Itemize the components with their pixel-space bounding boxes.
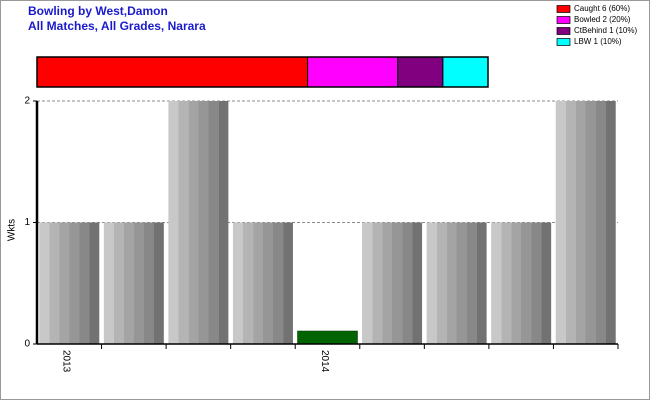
y-axis-label: Wkts [7, 219, 18, 241]
bar [555, 101, 616, 344]
legend-label: LBW 1 (10%) [574, 37, 622, 46]
bar [103, 222, 164, 344]
bar [426, 222, 487, 344]
legend-label: Caught 6 (60%) [574, 4, 630, 13]
share-segment [397, 56, 444, 88]
legend-swatch [556, 27, 571, 35]
y-tick-label: 2 [24, 96, 30, 107]
legend-label: CtBehind 1 (10%) [574, 26, 637, 35]
chart-subtitle: All Matches, All Grades, Narara [28, 19, 206, 33]
y-tick-label: 0 [24, 339, 30, 350]
share-segment [442, 56, 489, 88]
bar [297, 330, 358, 345]
bar [168, 101, 229, 344]
share-border [36, 56, 489, 88]
chart-title: Bowling by West,Damon [28, 4, 168, 18]
legend-swatch [556, 16, 571, 24]
x-tick-label: 2013 [61, 350, 72, 373]
x-tick-label: 2014 [319, 350, 330, 373]
y-tick-label: 1 [24, 217, 30, 228]
bar [362, 222, 423, 344]
bar [232, 222, 293, 344]
legend-label: Bowled 2 (20%) [574, 15, 631, 24]
legend-swatch [556, 38, 571, 46]
bar [491, 222, 552, 344]
bar [39, 222, 100, 344]
legend-swatch [556, 5, 571, 13]
share-segment [307, 56, 399, 88]
share-segment [36, 56, 309, 88]
